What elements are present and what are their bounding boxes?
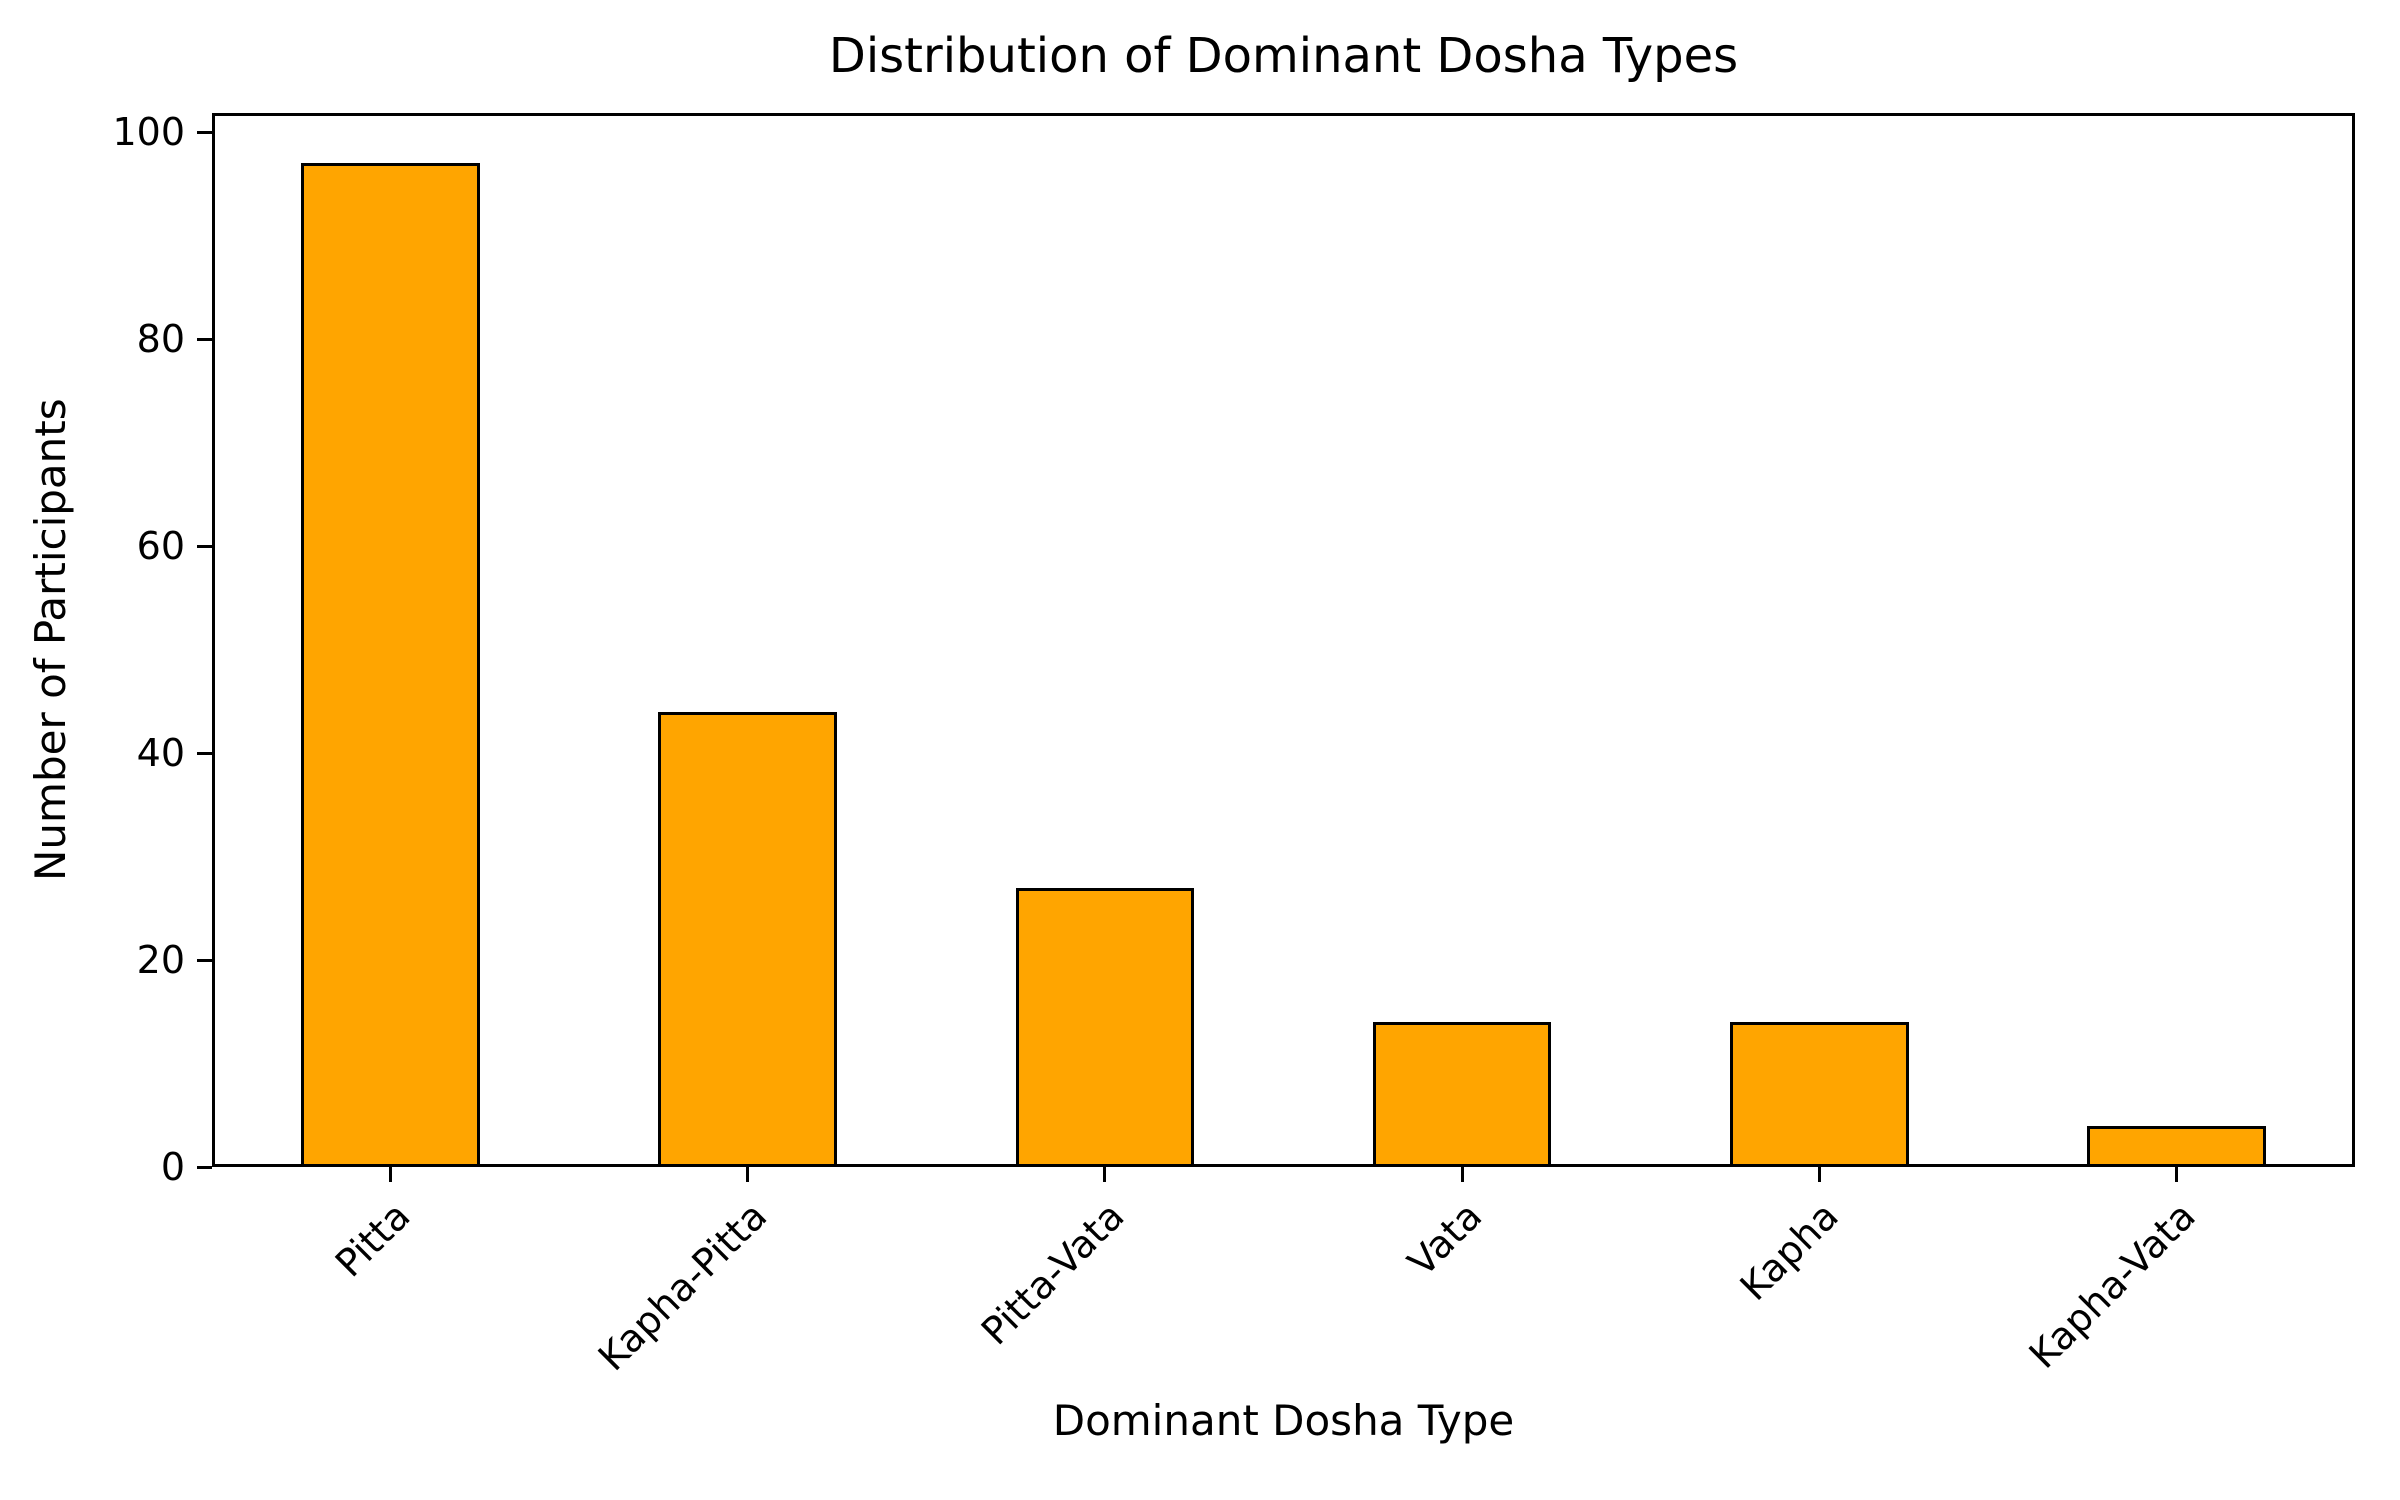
bar-kapha (1729, 1022, 1909, 1167)
bar-kapha-vata (2087, 1126, 2266, 1167)
chart-title: Distribution of Dominant Dosha Types (828, 28, 1739, 84)
bar-vata (1372, 1022, 1552, 1167)
y-tick (197, 751, 212, 755)
bar-kapha-pitta (658, 712, 838, 1167)
y-tick-label: 40 (136, 731, 185, 776)
y-tick (197, 1165, 212, 1169)
y-tick (197, 958, 212, 962)
x-tick (389, 1167, 393, 1182)
y-tick (197, 544, 212, 548)
y-axis-label: Number of Participants (26, 398, 75, 882)
x-tick (1460, 1167, 1464, 1182)
x-axis-label: Dominant Dosha Type (1052, 1396, 1515, 1445)
plot-area (212, 113, 2355, 1167)
x-tick (746, 1167, 750, 1182)
x-tick-label: Kapha-Vata (2021, 1193, 2205, 1377)
x-tick-label: Vata (1399, 1193, 1490, 1285)
y-tick-label: 100 (112, 110, 185, 155)
y-tick-label: 0 (160, 1145, 185, 1189)
x-tick-label: Pitta (326, 1193, 419, 1286)
x-tick-label: Pitta-Vata (973, 1193, 1133, 1354)
bar-pitta-vata (1015, 888, 1195, 1167)
y-tick (197, 337, 212, 341)
x-tick (1817, 1167, 1821, 1182)
x-tick-label: Kapha-Pitta (589, 1193, 776, 1380)
y-tick-label: 80 (136, 317, 185, 362)
x-tick-label: Kapha (1731, 1193, 1848, 1309)
y-tick (197, 130, 212, 134)
x-tick (1103, 1167, 1107, 1182)
x-tick (2174, 1167, 2178, 1182)
bar-pitta (301, 163, 480, 1167)
y-tick-label: 20 (136, 938, 185, 983)
y-tick-label: 60 (136, 524, 185, 569)
